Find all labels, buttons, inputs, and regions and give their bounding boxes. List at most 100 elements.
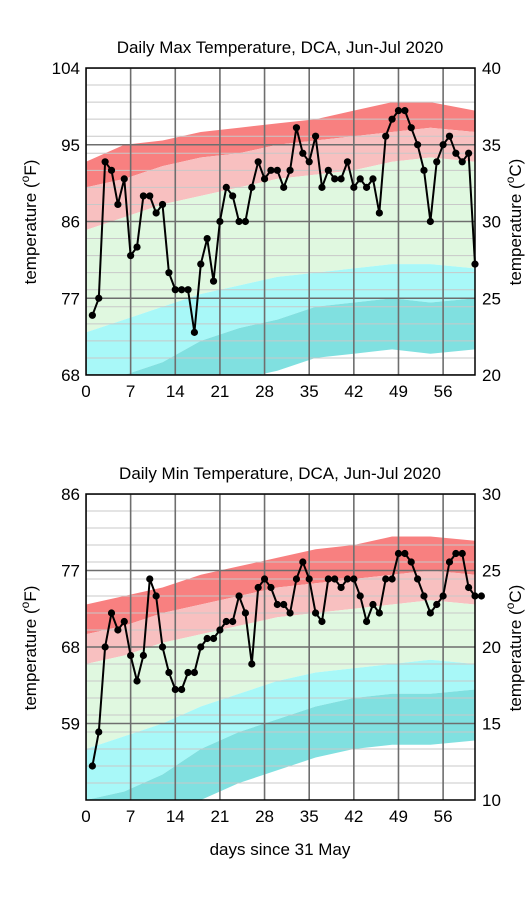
data-point: [426, 609, 434, 617]
data-point: [273, 166, 281, 174]
normal-band: [86, 600, 475, 749]
y-tick-label-right: 25: [482, 289, 501, 308]
data-point: [394, 107, 403, 115]
data-point: [197, 643, 205, 651]
data-point: [299, 149, 307, 157]
data-point: [343, 575, 352, 583]
data-point: [171, 286, 179, 294]
data-point: [88, 311, 96, 319]
data-point: [356, 592, 364, 600]
x-tick-label: 42: [344, 382, 363, 401]
data-point: [311, 132, 320, 140]
data-point: [209, 634, 218, 643]
data-point: [458, 158, 466, 166]
data-point: [222, 183, 230, 191]
data-point: [426, 217, 434, 226]
data-point: [209, 277, 218, 285]
x-tick-label: 21: [210, 382, 229, 401]
data-point: [477, 592, 485, 600]
data-point: [286, 166, 294, 174]
data-point: [331, 175, 339, 183]
x-tick-label: 0: [81, 807, 90, 826]
y-tick-label-right: 20: [482, 366, 501, 385]
x-tick-label: 7: [126, 807, 135, 826]
data-point: [190, 668, 199, 677]
data-point: [382, 132, 390, 140]
data-point: [280, 183, 288, 191]
data-point: [465, 583, 473, 592]
record-low-band: [86, 689, 475, 800]
data-point: [216, 217, 224, 226]
plot-frame: [85, 493, 476, 801]
x-tick-label: 35: [300, 382, 319, 401]
data-point: [146, 575, 154, 583]
data-point: [139, 651, 147, 660]
data-point: [229, 617, 237, 626]
data-point: [407, 124, 415, 132]
data-point: [420, 592, 428, 600]
data-point: [254, 158, 262, 166]
data-point: [286, 609, 294, 617]
data-point: [324, 166, 332, 174]
data-point: [146, 192, 154, 200]
data-point: [439, 592, 447, 600]
data-point: [178, 685, 186, 694]
min-chart-xlabel: days since 31 May: [210, 840, 351, 859]
data-point: [414, 141, 422, 149]
data-point: [280, 600, 288, 609]
data-point: [127, 651, 135, 660]
data-point: [114, 200, 122, 209]
data-point: [401, 549, 409, 558]
y-tick-label-left: 86: [61, 485, 80, 504]
below-normal-band: [86, 264, 475, 375]
data-point: [452, 149, 460, 157]
x-tick-label: 42: [344, 807, 363, 826]
data-point: [235, 592, 243, 600]
data-point: [292, 124, 301, 132]
data-point: [184, 286, 192, 294]
data-point: [337, 175, 345, 183]
data-point: [388, 115, 396, 123]
data-point: [101, 643, 109, 651]
x-tick-label: 28: [255, 807, 274, 826]
data-point: [299, 558, 307, 566]
data-point: [235, 217, 243, 226]
data-point: [362, 183, 371, 191]
y-tick-label-left: 77: [61, 562, 80, 581]
y-tick-label-left: 68: [61, 638, 80, 657]
data-point: [260, 575, 269, 583]
data-point: [369, 600, 377, 609]
y-tick-label-left: 104: [52, 59, 80, 78]
data-point: [197, 260, 205, 268]
data-point: [445, 558, 454, 566]
min-chart-title: Daily Min Temperature, DCA, Jun-Jul 2020: [119, 464, 441, 483]
data-point: [152, 209, 160, 217]
data-point: [101, 158, 109, 166]
above-normal-band: [86, 570, 475, 664]
data-point: [318, 617, 326, 626]
data-point: [350, 575, 358, 583]
max-chart-ylabel-right: temperature (oC): [503, 159, 525, 286]
data-point: [362, 617, 371, 626]
data-point: [241, 609, 250, 617]
data-point: [120, 617, 128, 626]
x-tick-label: 7: [126, 382, 135, 401]
y-tick-label-left: 95: [61, 136, 80, 155]
data-point: [95, 294, 103, 302]
data-point: [382, 575, 390, 583]
data-point: [350, 183, 358, 191]
y-tick-label-left: 86: [61, 213, 80, 232]
data-point: [165, 269, 173, 277]
record-low-band: [86, 298, 475, 375]
y-tick-label-right: 35: [482, 136, 501, 155]
data-point: [407, 558, 415, 566]
data-point: [401, 107, 409, 115]
data-point: [88, 762, 96, 770]
data-point: [267, 166, 275, 174]
data-point: [203, 234, 211, 243]
data-point: [439, 141, 447, 149]
y-tick-label-right: 40: [482, 59, 501, 78]
data-point: [465, 149, 473, 157]
data-point: [260, 175, 269, 183]
data-point: [305, 158, 313, 166]
